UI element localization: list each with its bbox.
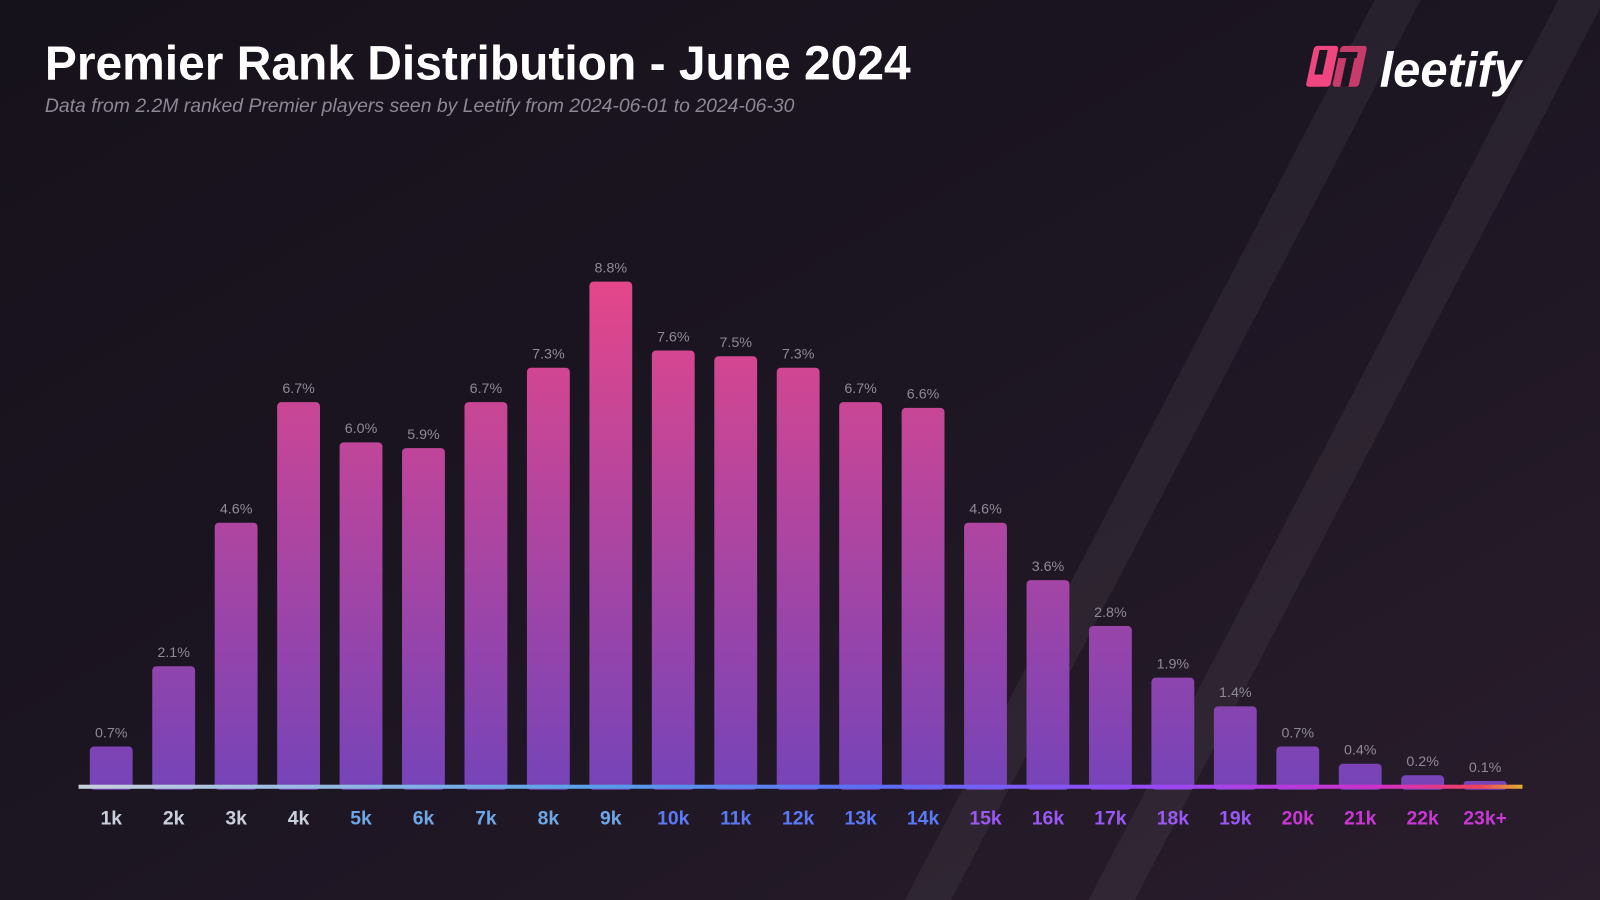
bar-11k (714, 356, 758, 790)
bar-21k (1338, 763, 1382, 790)
data-label: 2.1% (157, 645, 190, 661)
data-label: 4.6% (969, 502, 1002, 518)
leetify-logo-text: leetify (1380, 44, 1524, 98)
bar-19k (1213, 706, 1257, 790)
data-label: 3.6% (1032, 559, 1065, 575)
bar-16k (1026, 580, 1070, 790)
data-label: 6.7% (844, 381, 877, 397)
page-title: Premier Rank Distribution - June 2024 (45, 38, 911, 91)
leetify-logo: leetify (1306, 44, 1524, 98)
x-tick-label: 3k (225, 807, 247, 829)
page-subtitle: Data from 2.2M ranked Premier players se… (45, 95, 795, 117)
x-tick-label: 20k (1282, 807, 1315, 829)
x-tick-label: 7k (475, 807, 497, 829)
x-tick-label: 11k (720, 807, 751, 829)
bar-18k (1151, 677, 1195, 790)
bar-17k (1088, 626, 1132, 790)
x-tick-label: 15k (969, 807, 1002, 829)
x-tick-label: 1k (100, 807, 122, 829)
bar-4k (277, 402, 320, 790)
x-axis-line (78, 784, 1523, 789)
x-tick-label: 19k (1219, 807, 1252, 829)
data-label: 7.3% (532, 347, 565, 363)
bar-2k (152, 666, 196, 790)
x-tick-label: 16k (1032, 807, 1065, 829)
x-tick-label: 12k (782, 807, 815, 829)
bar-3k (214, 522, 258, 790)
bar-10k (651, 350, 695, 790)
bar-13k (839, 402, 883, 790)
data-label: 6.7% (470, 381, 503, 397)
data-label: 0.7% (95, 725, 128, 741)
data-label: 8.8% (595, 260, 628, 276)
x-tick-label: 21k (1344, 807, 1377, 829)
data-label: 1.9% (1157, 656, 1190, 672)
bar-1k (89, 746, 133, 790)
bar-6k (402, 448, 445, 790)
bar-15k (964, 522, 1007, 790)
x-tick-label: 18k (1157, 807, 1190, 829)
data-label: 6.6% (907, 387, 940, 403)
bar-8k (526, 367, 570, 790)
x-tick-label: 4k (288, 807, 310, 829)
x-tick-label: 2k (163, 807, 185, 829)
x-axis-ticks: 1k 2k 3k 4k 5k 6k 7k 8k 9k 10k 11k 12k 13k 14k 15k 16k 1… (100, 807, 1506, 829)
data-label: 2.8% (1094, 605, 1127, 621)
data-label: 5.9% (407, 427, 440, 443)
data-label: 7.5% (719, 335, 752, 351)
data-label: 6.0% (345, 421, 378, 437)
x-tick-label: 8k (538, 807, 560, 829)
data-label: 1.4% (1219, 685, 1252, 701)
bar-20k (1276, 746, 1320, 790)
data-label: 4.6% (220, 502, 253, 518)
data-label: 0.7% (1281, 725, 1314, 741)
data-label: 0.4% (1344, 743, 1377, 759)
bar-5k (339, 442, 383, 790)
x-tick-label: 13k (844, 807, 877, 829)
data-label: 0.2% (1406, 754, 1439, 770)
leetify-logo-mark (1306, 45, 1367, 87)
data-label: 7.3% (782, 347, 815, 363)
bar-7k (464, 402, 508, 790)
data-label: 6.7% (282, 381, 315, 397)
data-label: 7.6% (657, 329, 690, 345)
x-tick-label: 17k (1094, 807, 1127, 829)
x-tick-label: 10k (657, 807, 690, 829)
bars: 0.7% 2.1% 4.6% 6.7% 6.0% 5.9% 6.7% 7.3% 8.8% 7.6%… (89, 260, 1507, 790)
bar-12k (776, 367, 820, 790)
x-tick-label: 6k (413, 807, 435, 829)
bar-9k (589, 281, 633, 790)
bar-14k (901, 407, 945, 790)
x-tick-label: 14k (907, 807, 940, 829)
x-tick-label: 5k (350, 807, 372, 829)
x-tick-label: 22k (1406, 807, 1439, 829)
data-label: 0.1% (1469, 760, 1502, 776)
x-tick-label: 23k+ (1463, 807, 1507, 829)
x-tick-label: 9k (600, 807, 622, 829)
